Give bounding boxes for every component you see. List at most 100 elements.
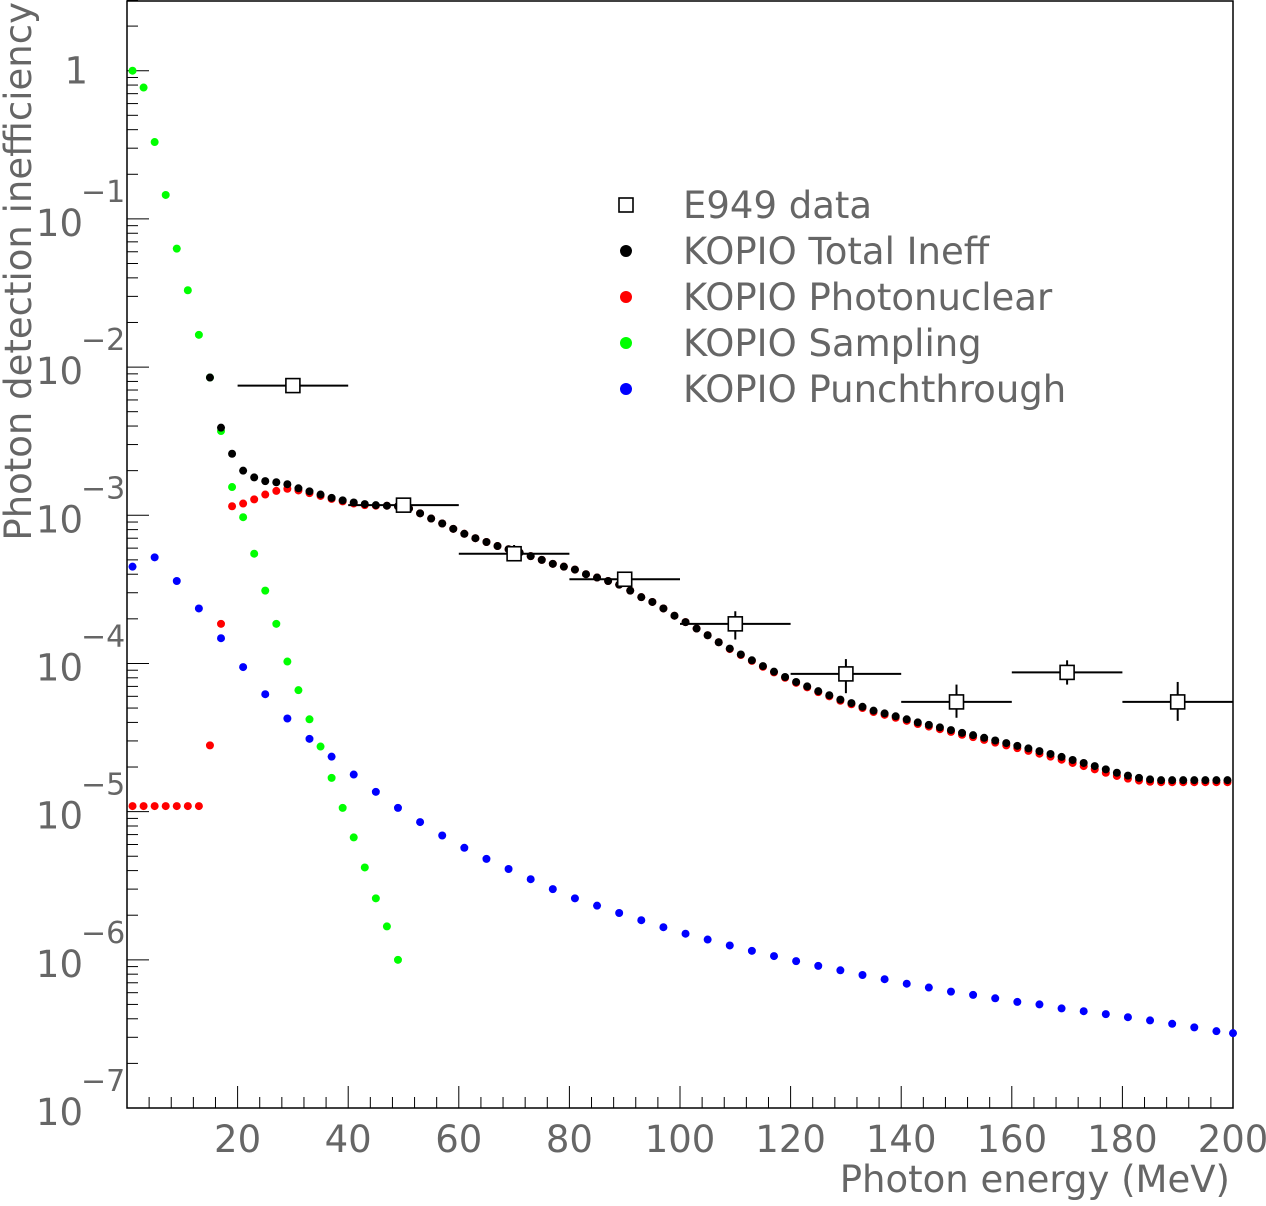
kopio-punchthrough-point: [526, 875, 535, 884]
kopio-total-ineff-point: [1057, 752, 1066, 761]
kopio-total-ineff-point: [283, 480, 292, 489]
e949-data-point: [838, 666, 854, 682]
kopio-sampling-point: [194, 330, 203, 339]
x-tick-label: 200: [1198, 1118, 1266, 1161]
kopio-photonuclear-point: [183, 802, 192, 811]
kopio-punchthrough-point: [637, 916, 646, 925]
kopio-punchthrough-point: [504, 865, 513, 874]
kopio-punchthrough-point: [814, 961, 823, 970]
kopio-total-ineff-point: [902, 715, 911, 724]
kopio-sampling-point: [250, 549, 259, 558]
tick-labels-group: 20 40 60 80 100 120 140 160 180 200110−110−210−31…: [36, 50, 1266, 1161]
kopio-total-ineff-point: [1024, 744, 1033, 753]
kopio-sampling-point: [393, 955, 402, 964]
kopio-total-ineff-point: [825, 691, 834, 700]
kopio-photonuclear-point: [150, 802, 159, 811]
kopio-sampling-point: [360, 863, 369, 872]
kopio-punchthrough-point: [858, 970, 867, 979]
kopio-total-ineff-point: [1157, 776, 1166, 785]
kopio-total-ineff-point: [1134, 773, 1143, 782]
kopio-sampling-point: [228, 483, 237, 492]
kopio-total-ineff-point: [814, 687, 823, 696]
y-tick-exponent: −4: [81, 619, 125, 654]
kopio-total-ineff-point: [338, 496, 347, 505]
y-tick-exponent: −2: [81, 323, 125, 358]
e949-data-point: [285, 377, 301, 394]
kopio-total-ineff-point: [548, 559, 557, 568]
kopio-punchthrough-point: [438, 831, 447, 840]
e949-data-point: [1059, 664, 1075, 681]
y-tick-label: 10: [36, 350, 83, 393]
kopio-punchthrough-point: [924, 983, 933, 992]
x-tick-label: 20: [214, 1118, 261, 1161]
kopio-punchthrough-point: [703, 935, 712, 944]
kopio-total-ineff-point: [316, 490, 325, 499]
x-tick-label: 120: [755, 1118, 826, 1161]
kopio-punchthrough-point: [792, 957, 801, 966]
legend-label: E949 data: [683, 184, 872, 227]
kopio-punchthrough-point: [128, 562, 137, 571]
legend-marker-dot: [620, 383, 632, 395]
kopio-total-ineff-point: [1090, 762, 1099, 771]
kopio-total-ineff-point: [1046, 749, 1055, 758]
y-tick-exponent: −3: [81, 471, 125, 506]
kopio-punchthrough-point: [1079, 1007, 1088, 1016]
kopio-sampling-point: [150, 138, 159, 147]
kopio-total-ineff-point: [891, 712, 900, 721]
kopio-total-ineff-point: [217, 423, 226, 432]
kopio-photonuclear-point: [250, 495, 259, 504]
kopio-punchthrough-point: [194, 604, 203, 613]
kopio-punchthrough-point: [1168, 1019, 1177, 1028]
kopio-total-ineff-point: [305, 487, 314, 496]
kopio-punchthrough-point: [725, 941, 734, 950]
kopio-punchthrough-point: [1013, 997, 1022, 1006]
kopio-photonuclear-point: [239, 499, 248, 508]
plot-frame-group: [126, 0, 1234, 1109]
kopio-total-ineff-point: [559, 562, 568, 571]
y-axis-label: Photon detection inefficiency: [0, 2, 40, 541]
kopio-total-ineff-point: [581, 570, 590, 579]
kopio-total-ineff-point: [449, 524, 458, 533]
kopio-punchthrough-point: [371, 787, 380, 796]
y-tick-exponent: −6: [81, 916, 125, 951]
kopio-sampling-point: [172, 244, 181, 253]
kopio-photonuclear-point: [194, 802, 203, 811]
kopio-total-ineff-point: [471, 534, 480, 543]
e949-data-point: [506, 545, 522, 562]
x-tick-label: 180: [1087, 1118, 1158, 1161]
kopio-punchthrough-point: [150, 553, 159, 562]
kopio-total-ineff-point: [438, 519, 447, 528]
kopio-total-ineff-point: [670, 611, 679, 620]
kopio-total-ineff-point: [792, 677, 801, 686]
kopio-punchthrough-point: [239, 663, 248, 672]
kopio-punchthrough-point: [593, 901, 602, 910]
kopio-punchthrough-point: [305, 734, 314, 743]
kopio-total-ineff-point: [272, 478, 281, 487]
kopio-punchthrough-point: [681, 929, 690, 938]
y-tick-exponent: −5: [81, 768, 125, 803]
kopio-total-ineff-point: [747, 656, 756, 665]
legend-marker-dot: [620, 245, 632, 257]
kopio-punchthrough-point: [880, 975, 889, 984]
kopio-total-ineff-point: [681, 618, 690, 627]
kopio-total-ineff-point: [714, 638, 723, 647]
x-axis-label: Photon energy (MeV): [840, 1158, 1230, 1201]
kopio-sampling-point: [161, 190, 170, 199]
x-tick-label: 100: [645, 1118, 716, 1161]
kopio-sampling-point: [272, 619, 281, 628]
kopio-total-ineff-point: [416, 509, 425, 518]
kopio-total-ineff-point: [637, 593, 646, 602]
kopio-total-ineff-point: [703, 631, 712, 640]
kopio-punchthrough-point: [1123, 1013, 1132, 1022]
kopio-photonuclear-point: [128, 802, 137, 811]
kopio-total-ineff-point: [803, 682, 812, 691]
kopio-total-ineff-point: [1146, 775, 1155, 784]
kopio-punchthrough-point: [836, 966, 845, 975]
plot-frame: [126, 0, 1234, 1109]
kopio-total-ineff-point: [626, 586, 635, 595]
x-tick-label: 60: [435, 1118, 482, 1161]
x-tick-label: 160: [976, 1118, 1047, 1161]
kopio-total-ineff-point: [493, 542, 502, 551]
kopio-sampling-point: [338, 803, 347, 812]
